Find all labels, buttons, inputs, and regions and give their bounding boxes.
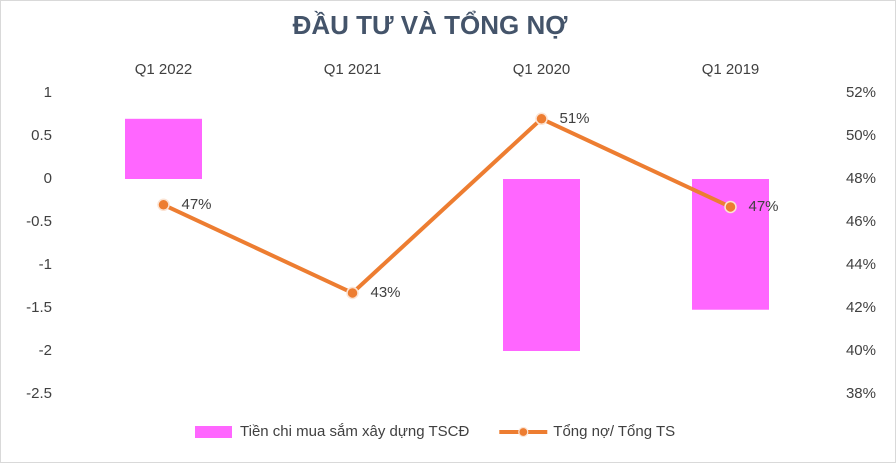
data-label: 47%: [182, 196, 212, 213]
y-tick-label: -0.5: [26, 213, 52, 230]
chart-title: ĐẦU TƯ VÀ TỔNG NỢ: [293, 10, 569, 40]
bar: [503, 179, 580, 351]
line-marker: [535, 112, 548, 126]
line-marker: [157, 198, 170, 212]
bar: [125, 118, 202, 179]
y2-tick-label: 46%: [846, 213, 876, 230]
data-label: 43%: [371, 284, 401, 301]
y2-tick-label: 44%: [846, 256, 876, 273]
x-tick-label: Q1 2021: [324, 61, 382, 78]
line: [162, 116, 732, 295]
y-tick-label: 0: [44, 170, 52, 187]
y2-tick-label: 48%: [846, 170, 876, 187]
x-tick-label: Q1 2022: [135, 61, 193, 78]
y2-tick-label: 42%: [846, 299, 876, 316]
y-tick-label: -2: [39, 342, 52, 359]
y2-tick-label: 52%: [846, 84, 876, 101]
y2-tick-label: 38%: [846, 385, 876, 402]
y-tick-label: -1: [39, 256, 52, 273]
y2-tick-label: 40%: [846, 342, 876, 359]
legend-label: Tiền chi mua sắm xây dựng TSCĐ: [240, 423, 469, 440]
data-label: 47%: [749, 198, 779, 215]
y-tick-label: 0.5: [31, 127, 52, 144]
x-tick-label: Q1 2020: [513, 61, 571, 78]
legend-swatch: [195, 426, 232, 438]
y-tick-label: -1.5: [26, 299, 52, 316]
line-marker: [724, 200, 737, 214]
data-label: 51%: [560, 110, 590, 127]
line-marker: [346, 286, 359, 300]
x-tick-label: Q1 2019: [702, 61, 760, 78]
legend-marker: [518, 426, 529, 438]
y-tick-label: 1: [44, 84, 52, 101]
y-tick-label: -2.5: [26, 385, 52, 402]
y2-tick-label: 50%: [846, 127, 876, 144]
legend-label: Tổng nợ/ Tổng TS: [553, 423, 675, 440]
